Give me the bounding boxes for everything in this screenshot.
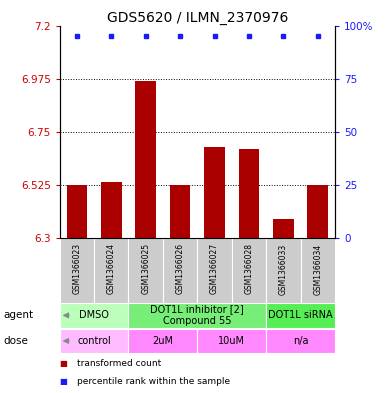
Bar xyxy=(163,238,197,303)
Text: DMSO: DMSO xyxy=(79,310,109,320)
Text: percentile rank within the sample: percentile rank within the sample xyxy=(77,377,230,386)
Text: dose: dose xyxy=(4,336,29,346)
Bar xyxy=(101,182,122,238)
Bar xyxy=(266,329,335,353)
Bar xyxy=(129,303,266,328)
Text: GSM1366026: GSM1366026 xyxy=(176,243,185,294)
Text: 10uM: 10uM xyxy=(218,336,245,346)
Bar xyxy=(94,238,129,303)
Text: ■: ■ xyxy=(60,377,70,386)
Text: GSM1366027: GSM1366027 xyxy=(210,243,219,294)
Bar xyxy=(232,238,266,303)
Text: GSM1366033: GSM1366033 xyxy=(279,243,288,294)
Bar xyxy=(307,185,328,238)
Text: control: control xyxy=(77,336,111,346)
Text: 2uM: 2uM xyxy=(152,336,173,346)
Bar xyxy=(197,329,266,353)
Bar xyxy=(204,147,225,238)
Bar xyxy=(170,185,191,238)
Text: ■: ■ xyxy=(60,359,70,368)
Bar xyxy=(266,303,335,328)
Bar xyxy=(266,238,301,303)
Bar xyxy=(60,238,94,303)
Bar xyxy=(60,329,129,353)
Bar xyxy=(129,238,163,303)
Text: transformed count: transformed count xyxy=(77,359,161,368)
Bar xyxy=(67,185,87,238)
Title: GDS5620 / ILMN_2370976: GDS5620 / ILMN_2370976 xyxy=(107,11,288,24)
Text: DOT1L inhibitor [2]
Compound 55: DOT1L inhibitor [2] Compound 55 xyxy=(151,305,244,326)
Text: agent: agent xyxy=(4,310,34,320)
Bar xyxy=(129,329,197,353)
Text: GSM1366034: GSM1366034 xyxy=(313,243,322,294)
Bar xyxy=(273,219,294,238)
Bar xyxy=(301,238,335,303)
Bar xyxy=(239,149,259,238)
Text: GSM1366028: GSM1366028 xyxy=(244,243,253,294)
Text: GSM1366024: GSM1366024 xyxy=(107,243,116,294)
Bar xyxy=(60,303,129,328)
Text: n/a: n/a xyxy=(293,336,308,346)
Text: GSM1366025: GSM1366025 xyxy=(141,243,150,294)
Text: GSM1366023: GSM1366023 xyxy=(72,243,81,294)
Bar xyxy=(136,81,156,238)
Bar xyxy=(197,238,232,303)
Text: DOT1L siRNA: DOT1L siRNA xyxy=(268,310,333,320)
